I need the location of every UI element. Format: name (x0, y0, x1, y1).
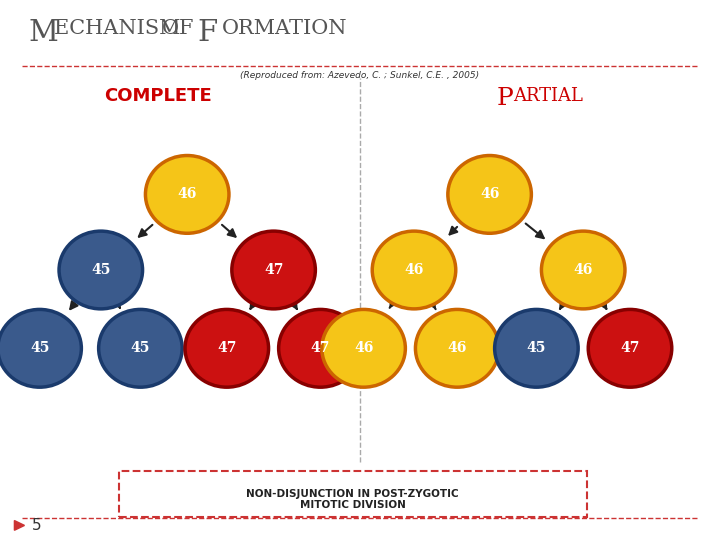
Text: OF: OF (162, 19, 200, 38)
Text: ORMATION: ORMATION (222, 19, 347, 38)
Text: 46: 46 (448, 341, 467, 355)
Ellipse shape (322, 309, 405, 387)
Ellipse shape (588, 309, 672, 387)
Text: 45: 45 (131, 341, 150, 355)
Ellipse shape (99, 309, 182, 387)
Text: COMPLETE: COMPLETE (104, 87, 212, 105)
Ellipse shape (495, 309, 578, 387)
Text: 46: 46 (178, 187, 197, 201)
Ellipse shape (185, 309, 269, 387)
Text: 45: 45 (527, 341, 546, 355)
Text: 47: 47 (264, 263, 283, 277)
Text: 46: 46 (405, 263, 423, 277)
Text: MITOTIC DIVISION: MITOTIC DIVISION (300, 501, 406, 510)
Text: NON-DISJUNCTION IN POST-ZYGOTIC: NON-DISJUNCTION IN POST-ZYGOTIC (246, 489, 459, 498)
Ellipse shape (59, 231, 143, 309)
Text: F: F (197, 19, 217, 47)
Text: 46: 46 (574, 263, 593, 277)
Ellipse shape (448, 156, 531, 233)
Text: P: P (497, 87, 513, 111)
Text: M: M (29, 19, 58, 47)
Ellipse shape (541, 231, 625, 309)
Ellipse shape (232, 231, 315, 309)
Text: 46: 46 (480, 187, 499, 201)
Ellipse shape (279, 309, 362, 387)
Text: 46: 46 (354, 341, 373, 355)
Text: 5: 5 (32, 518, 41, 533)
Text: 45: 45 (30, 341, 49, 355)
Text: 47: 47 (621, 341, 639, 355)
Text: 45: 45 (91, 263, 110, 277)
Ellipse shape (372, 231, 456, 309)
FancyBboxPatch shape (119, 471, 587, 517)
Polygon shape (14, 521, 24, 530)
Text: 47: 47 (311, 341, 330, 355)
Text: ARTIAL: ARTIAL (513, 87, 583, 105)
Ellipse shape (145, 156, 229, 233)
Text: (Reproduced from: Azevedo, C. ; Sunkel, C.E. , 2005): (Reproduced from: Azevedo, C. ; Sunkel, … (240, 71, 480, 80)
Ellipse shape (0, 309, 81, 387)
Text: 47: 47 (217, 341, 236, 355)
Ellipse shape (415, 309, 499, 387)
Text: ECHANISM: ECHANISM (54, 19, 187, 38)
